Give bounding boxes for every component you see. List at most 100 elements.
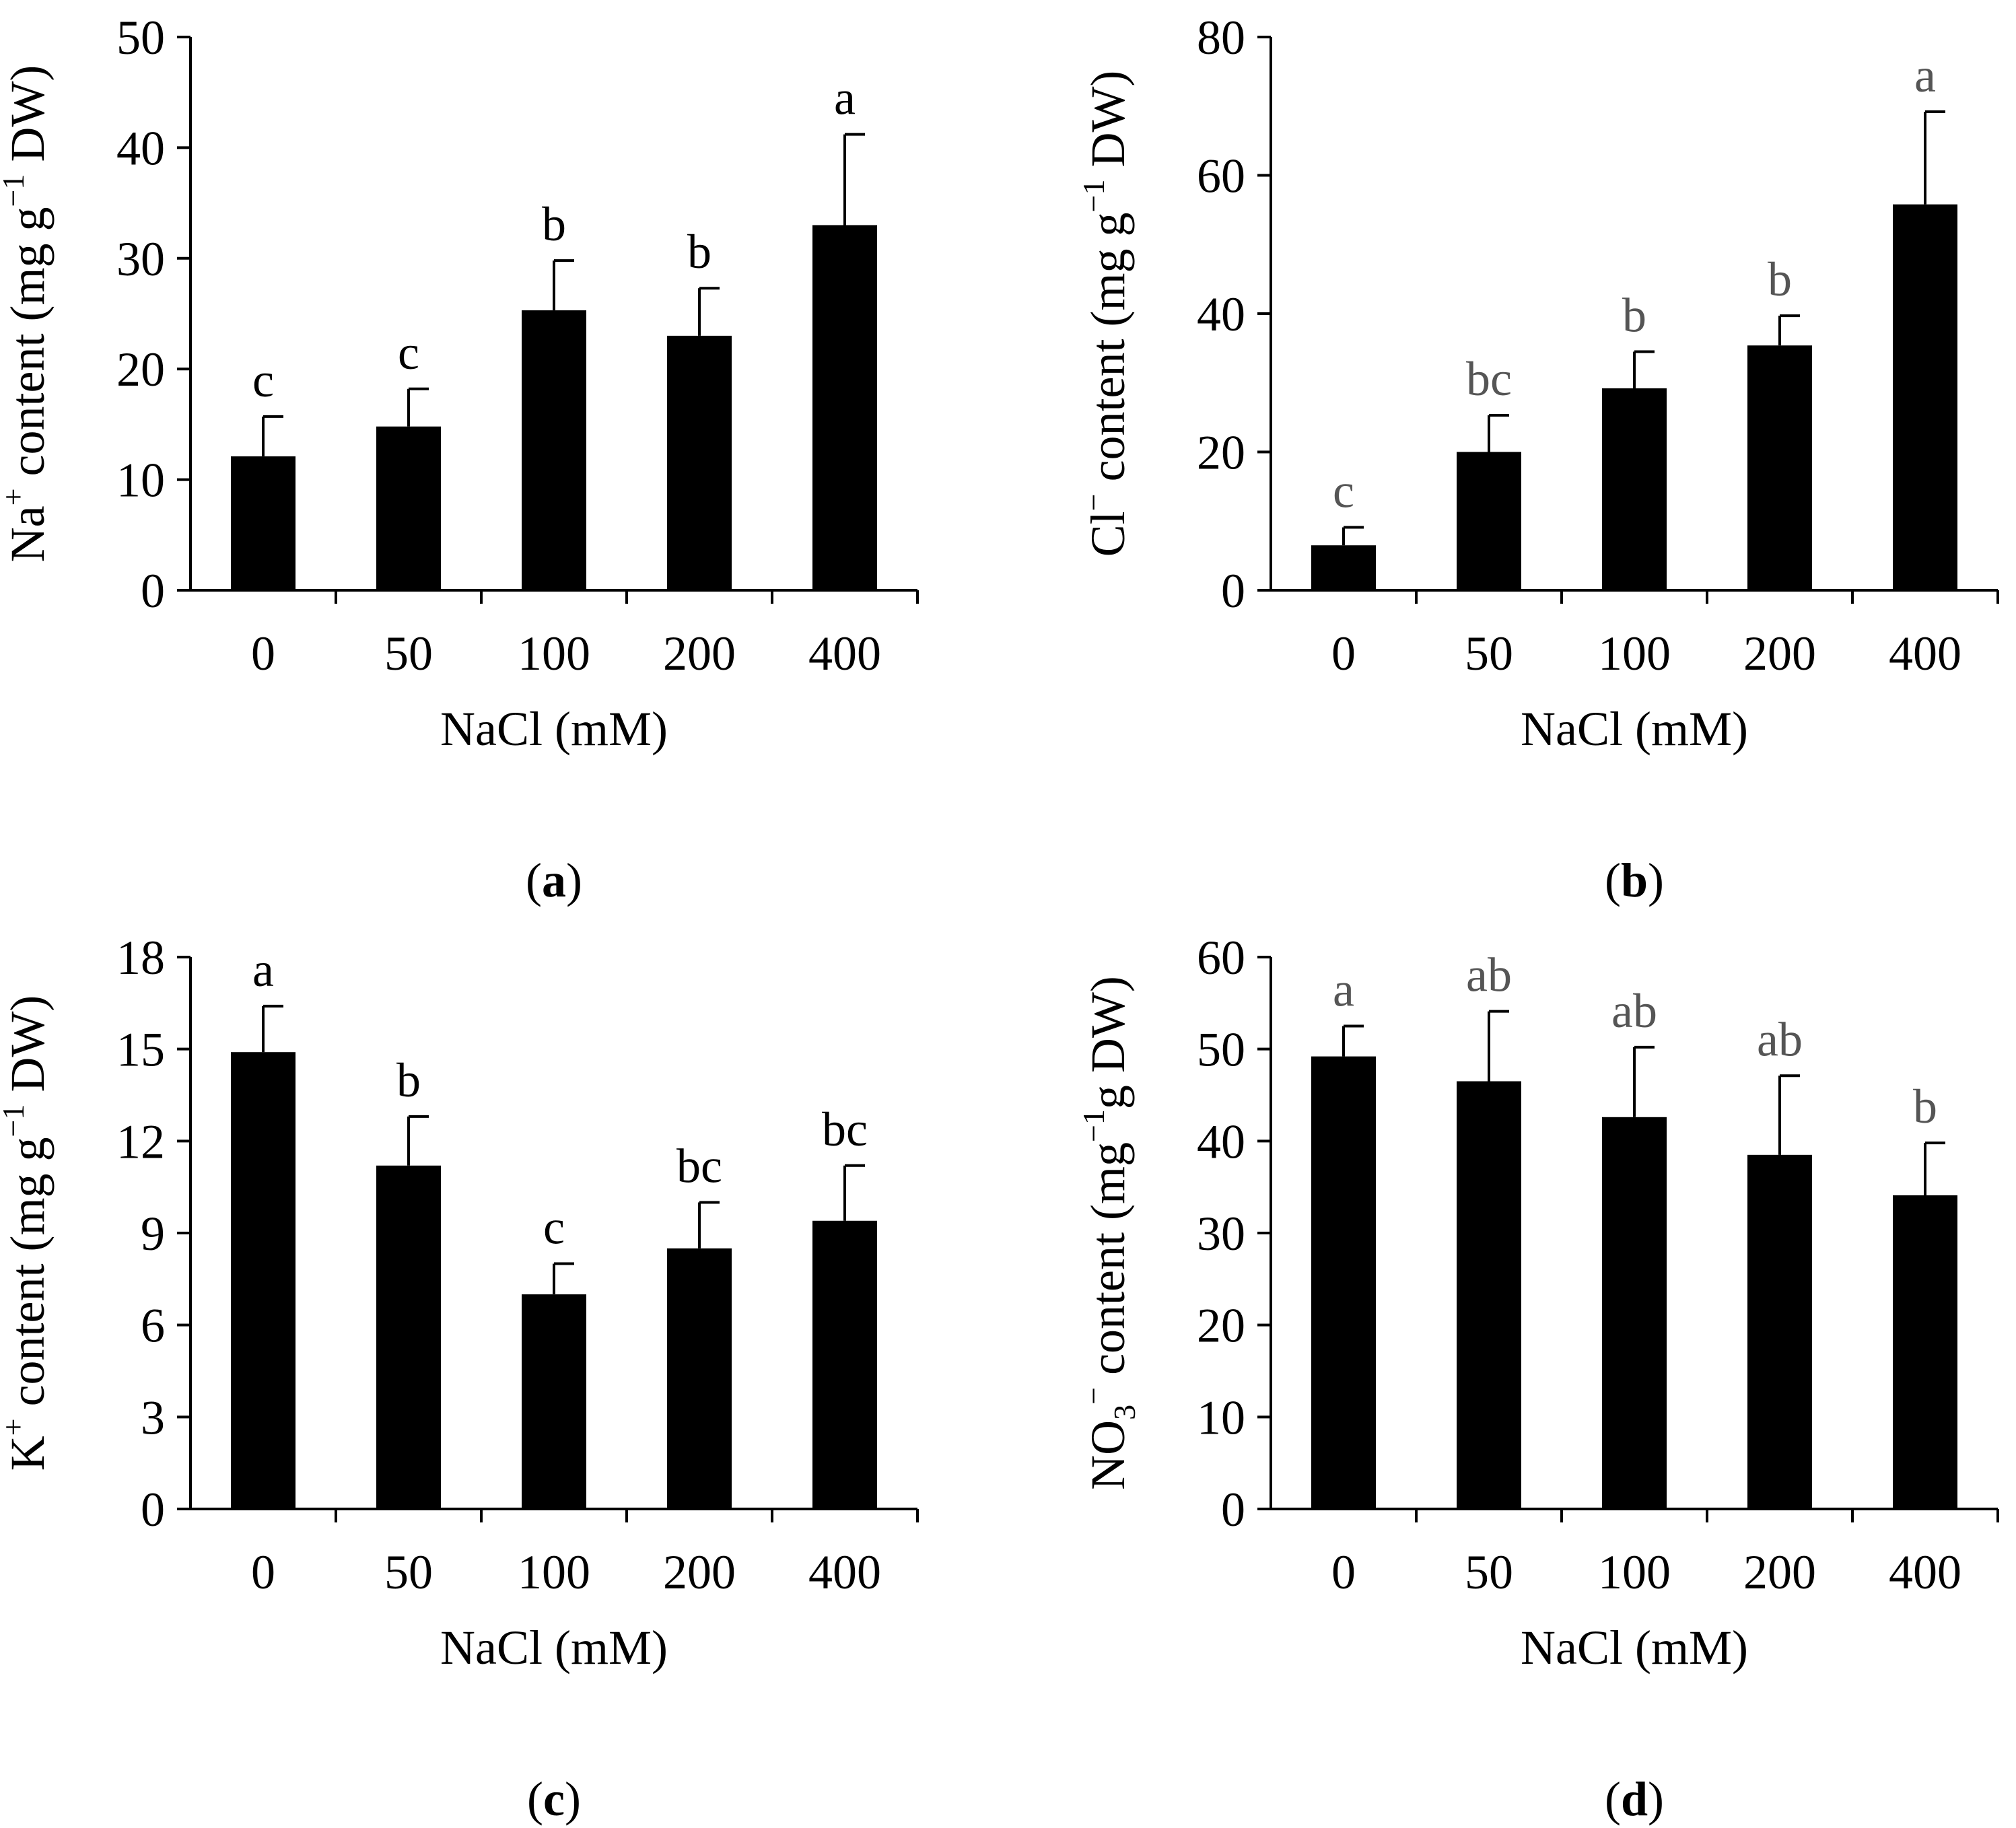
y-tick-label: 50 bbox=[1197, 1023, 1245, 1077]
significance-letter: c bbox=[1333, 464, 1354, 518]
y-tick-label: 40 bbox=[1197, 1115, 1245, 1168]
x-tick-label: 50 bbox=[1465, 1545, 1513, 1599]
y-tick-label: 0 bbox=[1221, 564, 1245, 618]
y-tick-label: 20 bbox=[1197, 1299, 1245, 1353]
significance-letter: ab bbox=[1466, 948, 1512, 1002]
significance-letter: bc bbox=[676, 1139, 722, 1193]
x-tick-label: 400 bbox=[808, 1545, 881, 1599]
bar bbox=[231, 456, 296, 590]
x-tick-label: 200 bbox=[663, 1545, 736, 1599]
bar bbox=[1747, 345, 1812, 590]
significance-letter: b bbox=[396, 1053, 421, 1107]
panel-label: (a) bbox=[526, 853, 582, 907]
x-tick-label: 0 bbox=[1331, 1545, 1356, 1599]
x-tick-label: 200 bbox=[1743, 1545, 1816, 1599]
y-axis-title: NO3− content (mg−1g DW) bbox=[1076, 976, 1142, 1490]
x-tick-label: 50 bbox=[1465, 627, 1513, 680]
x-axis-title: NaCl (mM) bbox=[1521, 702, 1748, 756]
bar bbox=[667, 1248, 732, 1509]
y-tick-label: 0 bbox=[141, 1483, 165, 1537]
x-tick-label: 400 bbox=[1889, 627, 1961, 680]
y-tick-label: 20 bbox=[1197, 426, 1245, 480]
significance-letter: bc bbox=[822, 1102, 868, 1156]
bar bbox=[1457, 452, 1521, 590]
x-tick-label: 100 bbox=[518, 627, 590, 680]
x-axis-title: NaCl (mM) bbox=[440, 1621, 668, 1675]
bar bbox=[1602, 1117, 1667, 1509]
x-axis-title: NaCl (mM) bbox=[1521, 1621, 1748, 1675]
significance-letter: b bbox=[1768, 252, 1792, 306]
y-tick-label: 30 bbox=[116, 232, 165, 286]
x-tick-label: 100 bbox=[1598, 1545, 1671, 1599]
significance-letter: b bbox=[1622, 289, 1646, 343]
y-tick-label: 20 bbox=[116, 343, 165, 396]
x-axis-title: NaCl (mM) bbox=[440, 702, 668, 756]
bar bbox=[522, 1294, 586, 1509]
panel-c: 0 3 6 9 12 15 18 a 0 b 50 c 100 bc 200 bc 400 NaCl (mM) K+… bbox=[0, 931, 919, 1826]
panel-label: (c) bbox=[527, 1772, 581, 1826]
bar bbox=[1747, 1154, 1812, 1509]
x-tick-label: 50 bbox=[384, 1545, 433, 1599]
bar bbox=[812, 1220, 877, 1509]
x-tick-label: 100 bbox=[1598, 627, 1671, 680]
significance-letter: b bbox=[1913, 1080, 1937, 1133]
y-tick-label: 80 bbox=[1197, 11, 1245, 65]
y-tick-label: 50 bbox=[116, 11, 165, 65]
panel-b: 0 20 40 60 80 c 0 bc 50 b 100 b 200 a 400 NaCl (mM) Cl− … bbox=[1076, 11, 1999, 907]
significance-letter: a bbox=[834, 71, 856, 125]
significance-letter: a bbox=[1914, 48, 1936, 102]
y-tick-label: 15 bbox=[116, 1023, 165, 1077]
y-tick-label: 9 bbox=[141, 1207, 165, 1261]
bar bbox=[231, 1052, 296, 1509]
bar bbox=[1311, 545, 1376, 590]
panel-label: (b) bbox=[1605, 853, 1664, 907]
y-tick-label: 0 bbox=[1221, 1483, 1245, 1537]
significance-letter: b bbox=[687, 225, 711, 279]
x-tick-label: 400 bbox=[1889, 1545, 1961, 1599]
bar bbox=[376, 1165, 441, 1509]
y-tick-label: 60 bbox=[1197, 149, 1245, 203]
x-tick-label: 0 bbox=[251, 1545, 275, 1599]
y-tick-label: 6 bbox=[141, 1299, 165, 1353]
x-tick-label: 0 bbox=[251, 627, 275, 680]
bar bbox=[1893, 1195, 1957, 1509]
significance-letter: c bbox=[543, 1201, 565, 1255]
x-tick-label: 50 bbox=[384, 627, 433, 680]
bar bbox=[1893, 204, 1957, 590]
bar bbox=[376, 426, 441, 590]
y-tick-label: 18 bbox=[116, 931, 165, 985]
bar bbox=[1311, 1056, 1376, 1509]
y-axis-title: K+ content (mg g−1 DW) bbox=[0, 995, 55, 1471]
x-tick-label: 200 bbox=[1743, 627, 1816, 680]
y-axis-title: Na+ content (mg g−1 DW) bbox=[0, 65, 55, 563]
x-tick-label: 0 bbox=[1331, 627, 1356, 680]
y-tick-label: 12 bbox=[116, 1115, 165, 1168]
significance-letter: b bbox=[542, 197, 566, 251]
y-tick-label: 40 bbox=[116, 121, 165, 175]
x-tick-label: 200 bbox=[663, 627, 736, 680]
y-axis-title: Cl− content (mg g−1 DW) bbox=[1076, 71, 1135, 557]
significance-letter: bc bbox=[1466, 352, 1512, 406]
significance-letter: a bbox=[252, 943, 274, 997]
y-tick-label: 10 bbox=[1197, 1391, 1245, 1444]
significance-letter: c bbox=[398, 326, 419, 380]
bar bbox=[667, 335, 732, 590]
significance-letter: ab bbox=[1611, 984, 1657, 1038]
x-tick-label: 100 bbox=[518, 1545, 590, 1599]
panel-a: 0 10 20 30 40 50 c 0 c 50 b 100 b 200 a 400 NaCl (mM) Na+… bbox=[0, 11, 919, 907]
significance-letter: a bbox=[1333, 963, 1354, 1017]
y-tick-label: 60 bbox=[1197, 931, 1245, 985]
y-tick-label: 0 bbox=[141, 564, 165, 618]
bar bbox=[1602, 388, 1667, 590]
bar bbox=[812, 225, 877, 591]
y-tick-label: 40 bbox=[1197, 287, 1245, 341]
y-tick-label: 3 bbox=[141, 1391, 165, 1444]
bar bbox=[1457, 1081, 1521, 1509]
significance-letter: ab bbox=[1757, 1012, 1803, 1066]
y-tick-label: 30 bbox=[1197, 1207, 1245, 1261]
significance-letter: c bbox=[252, 353, 274, 407]
y-tick-label: 10 bbox=[116, 454, 165, 507]
bar bbox=[522, 310, 586, 590]
panel-label: (d) bbox=[1605, 1772, 1664, 1826]
